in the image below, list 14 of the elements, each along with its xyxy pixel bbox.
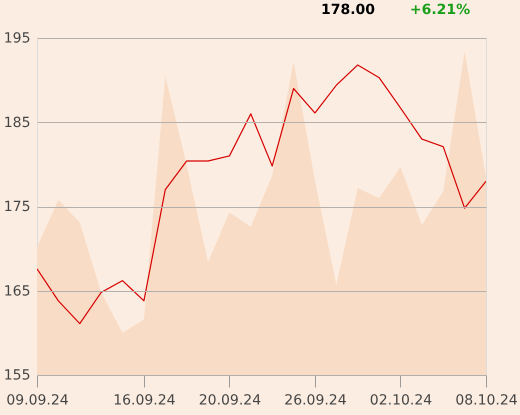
x-tick-label: 20.09.24 <box>198 392 262 408</box>
y-tick-label: 155 <box>4 368 30 384</box>
y-tick-label: 175 <box>4 199 30 215</box>
text: 178.00 <box>320 2 376 18</box>
x-tick-label: 16.09.24 <box>113 392 176 408</box>
y-tick-label: 185 <box>4 114 30 131</box>
y-tick-label: 195 <box>4 30 30 46</box>
x-tick-label: 02.10.24 <box>370 392 432 408</box>
text: +6.21% <box>410 2 470 18</box>
line-series <box>37 64 486 324</box>
x-tick-label: 26.09.24 <box>284 392 347 408</box>
x-tick-label: 09.09.24 <box>6 392 69 408</box>
y-tick-label: 165 <box>4 283 30 300</box>
x-tick-label: 08.10.24 <box>455 392 518 408</box>
